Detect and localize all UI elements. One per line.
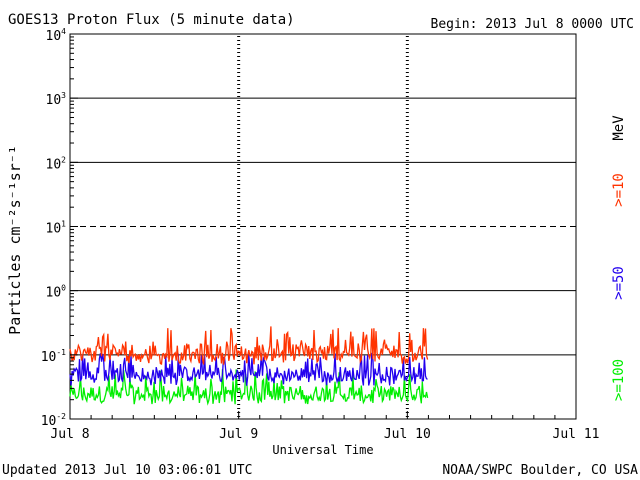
series-group	[69, 326, 429, 406]
series-line-ge10	[69, 326, 429, 365]
y-tick-label: 10-1	[41, 348, 66, 365]
updated-timestamp: Updated 2013 Jul 10 03:06:01 UTC	[2, 463, 252, 478]
chart-title: GOES13 Proton Flux (5 minute data)	[8, 12, 295, 28]
y-tick-label: 101	[46, 220, 67, 237]
y-tick-label: 104	[46, 27, 67, 44]
x-tick-label: Jul 11	[553, 427, 600, 442]
y-tick-label: 10-2	[41, 412, 66, 429]
y-tick-label: 102	[46, 155, 67, 172]
y-tick-label: 100	[46, 284, 67, 301]
series-line-ge50	[69, 352, 428, 386]
y-tick-label: 103	[46, 91, 67, 108]
legend-item-100: >=100	[611, 359, 627, 401]
x-tick-label: Jul 9	[219, 427, 258, 442]
legend-unit: MeV	[611, 115, 627, 141]
x-axis-ticks: Jul 8 Jul 9 Jul 10 Jul 11	[50, 411, 599, 442]
y-axis-label: Particles cm⁻²s⁻¹sr⁻¹	[6, 145, 24, 335]
credit-text: NOAA/SWPC Boulder, CO USA	[442, 463, 638, 478]
x-tick-label: Jul 10	[384, 427, 431, 442]
legend: MeV >=10 >=50 >=100	[611, 115, 627, 401]
x-tick-label: Jul 8	[50, 427, 89, 442]
legend-item-50: >=50	[611, 266, 627, 300]
x-axis-label: Universal Time	[272, 443, 373, 457]
begin-time: Begin: 2013 Jul 8 0000 UTC	[431, 17, 635, 32]
series-line-ge100	[69, 369, 429, 406]
legend-item-10: >=10	[611, 173, 627, 207]
grid-lines	[70, 97, 576, 356]
y-axis-ticks: 10-2 10-1 100 101 102 103 104	[41, 27, 78, 429]
